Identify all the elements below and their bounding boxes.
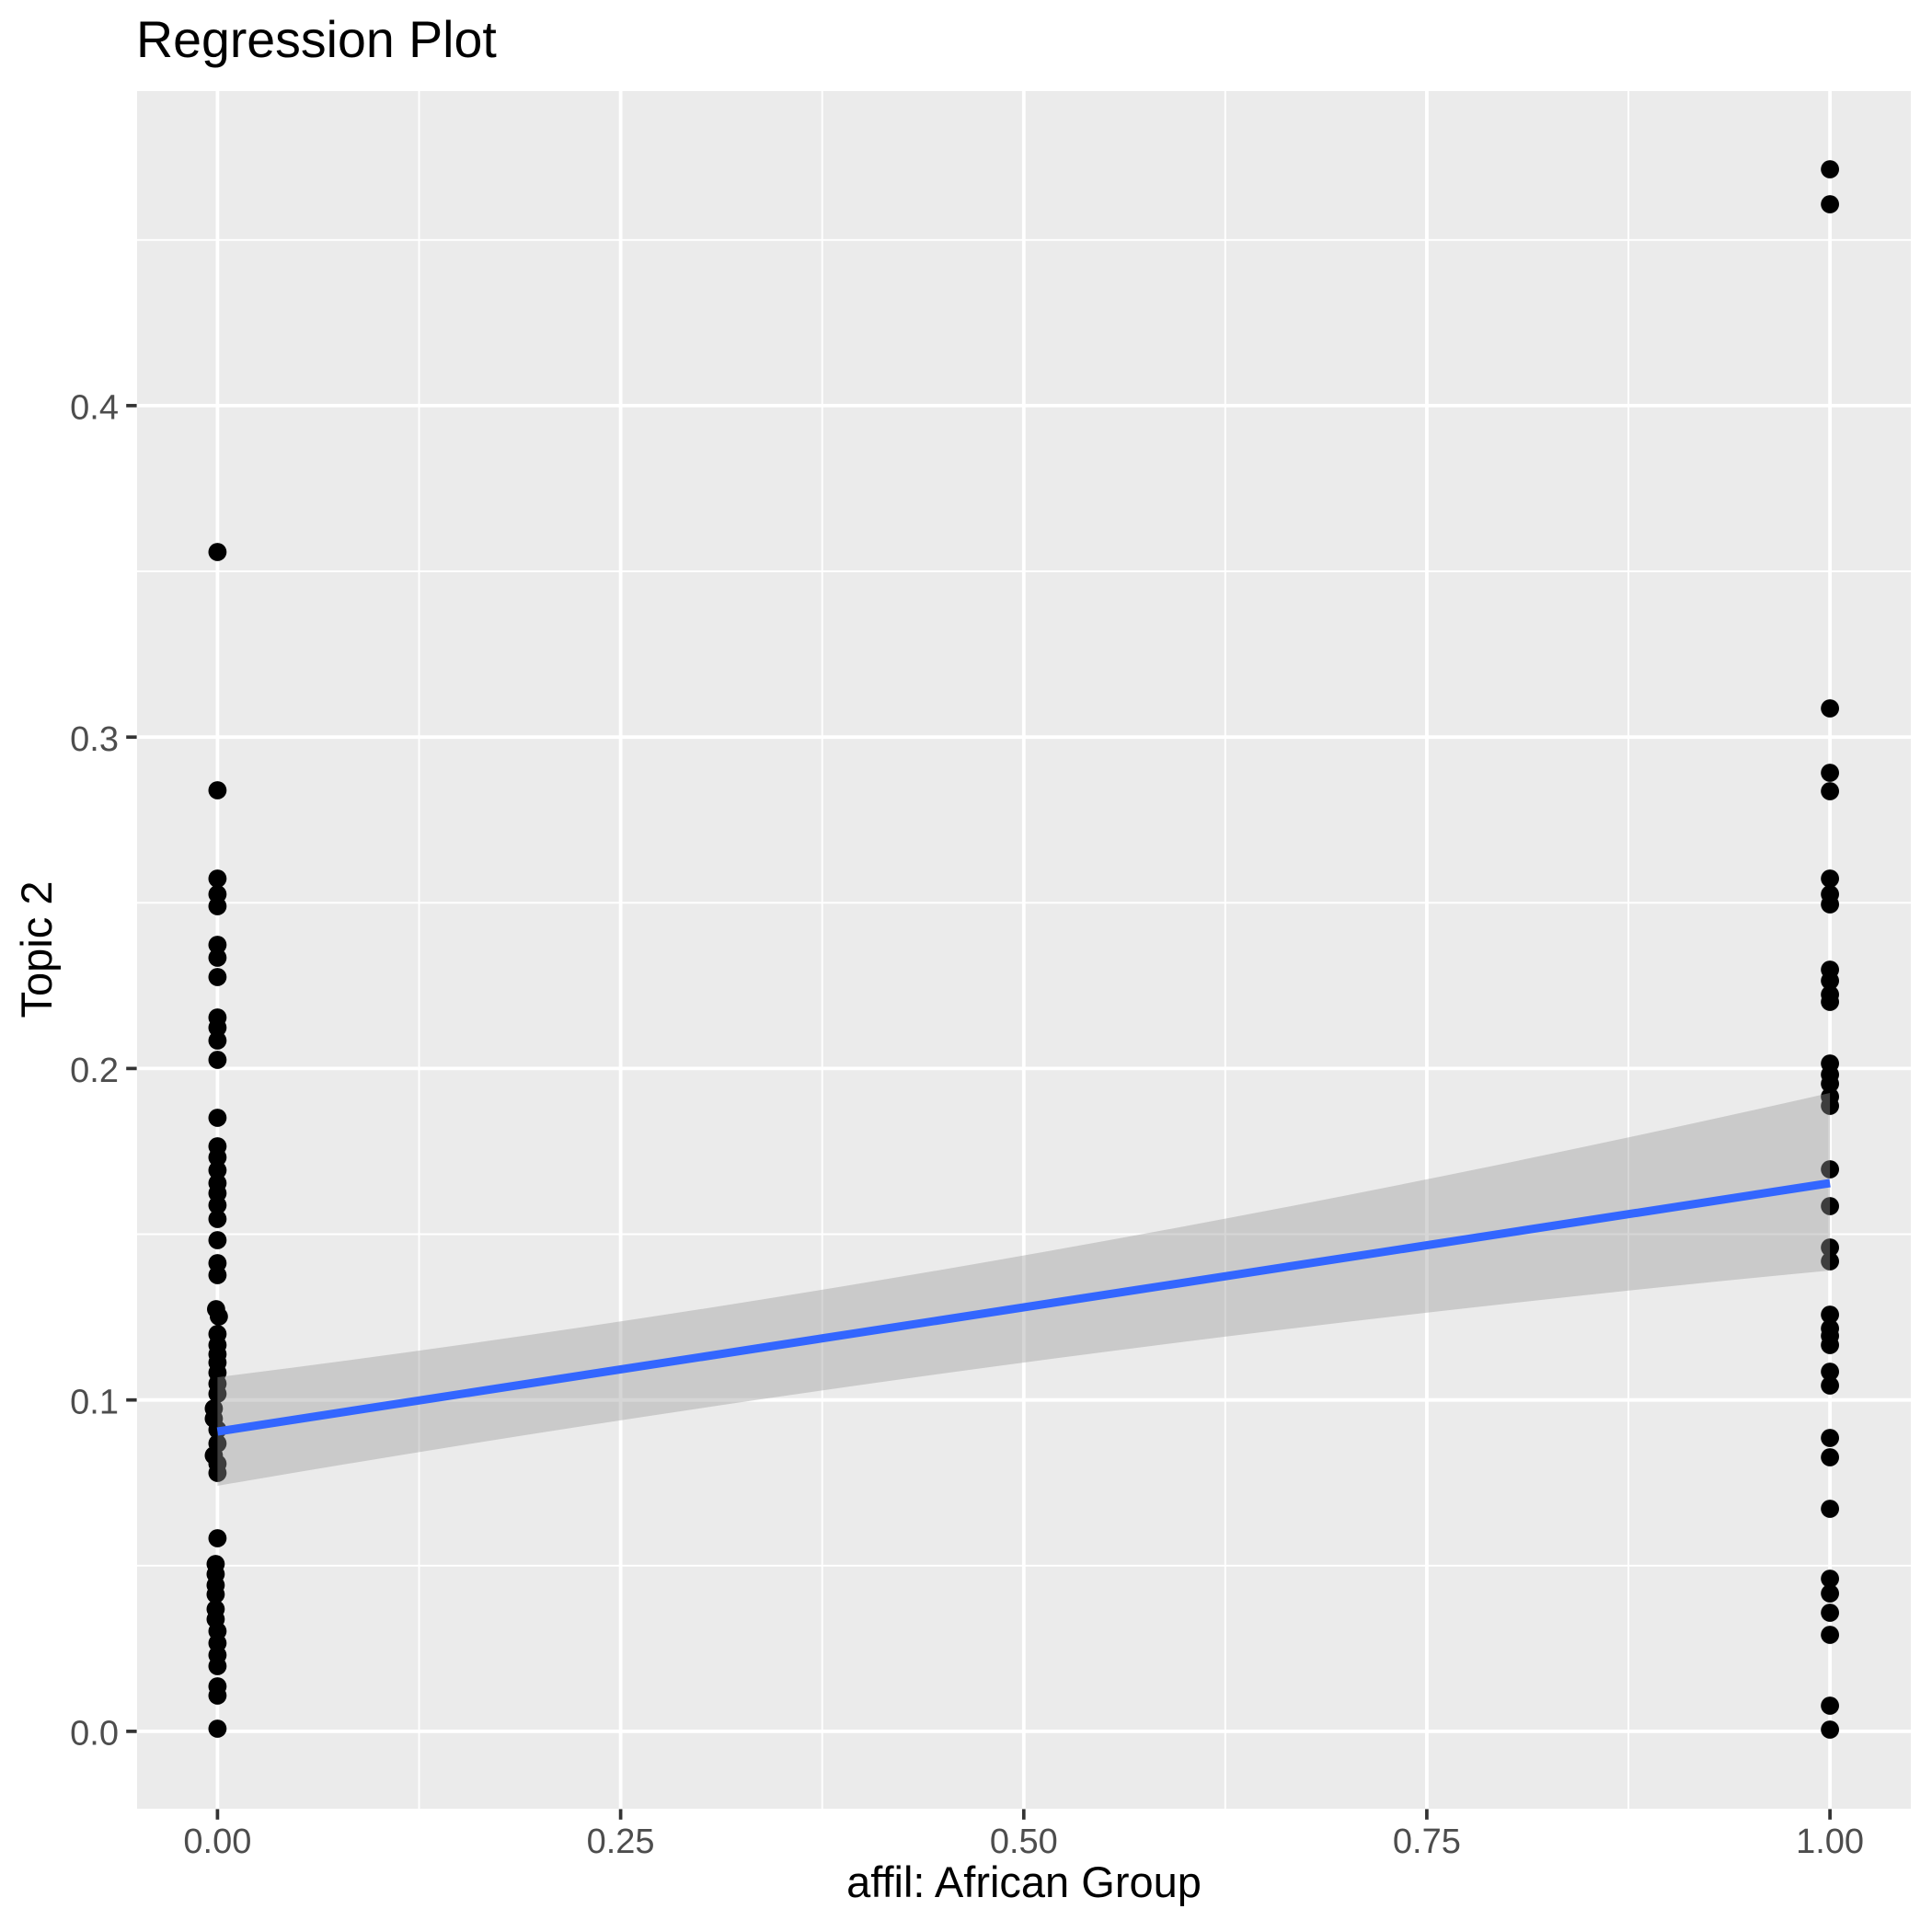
svg-text:0.50: 0.50	[990, 1823, 1058, 1861]
svg-text:0.4: 0.4	[70, 389, 119, 428]
svg-text:affil: African Group: affil: African Group	[846, 1857, 1202, 1906]
svg-text:0.1: 0.1	[70, 1383, 119, 1421]
svg-text:0.00: 0.00	[183, 1823, 251, 1861]
svg-text:0.2: 0.2	[70, 1052, 119, 1090]
svg-text:Topic 2: Topic 2	[12, 881, 61, 1018]
svg-text:0.25: 0.25	[587, 1823, 655, 1861]
svg-text:0.3: 0.3	[70, 720, 119, 759]
svg-text:1.00: 1.00	[1796, 1823, 1864, 1861]
svg-text:0.75: 0.75	[1393, 1823, 1461, 1861]
svg-text:0.0: 0.0	[70, 1715, 119, 1754]
svg-text:Regression Plot: Regression Plot	[136, 11, 497, 68]
